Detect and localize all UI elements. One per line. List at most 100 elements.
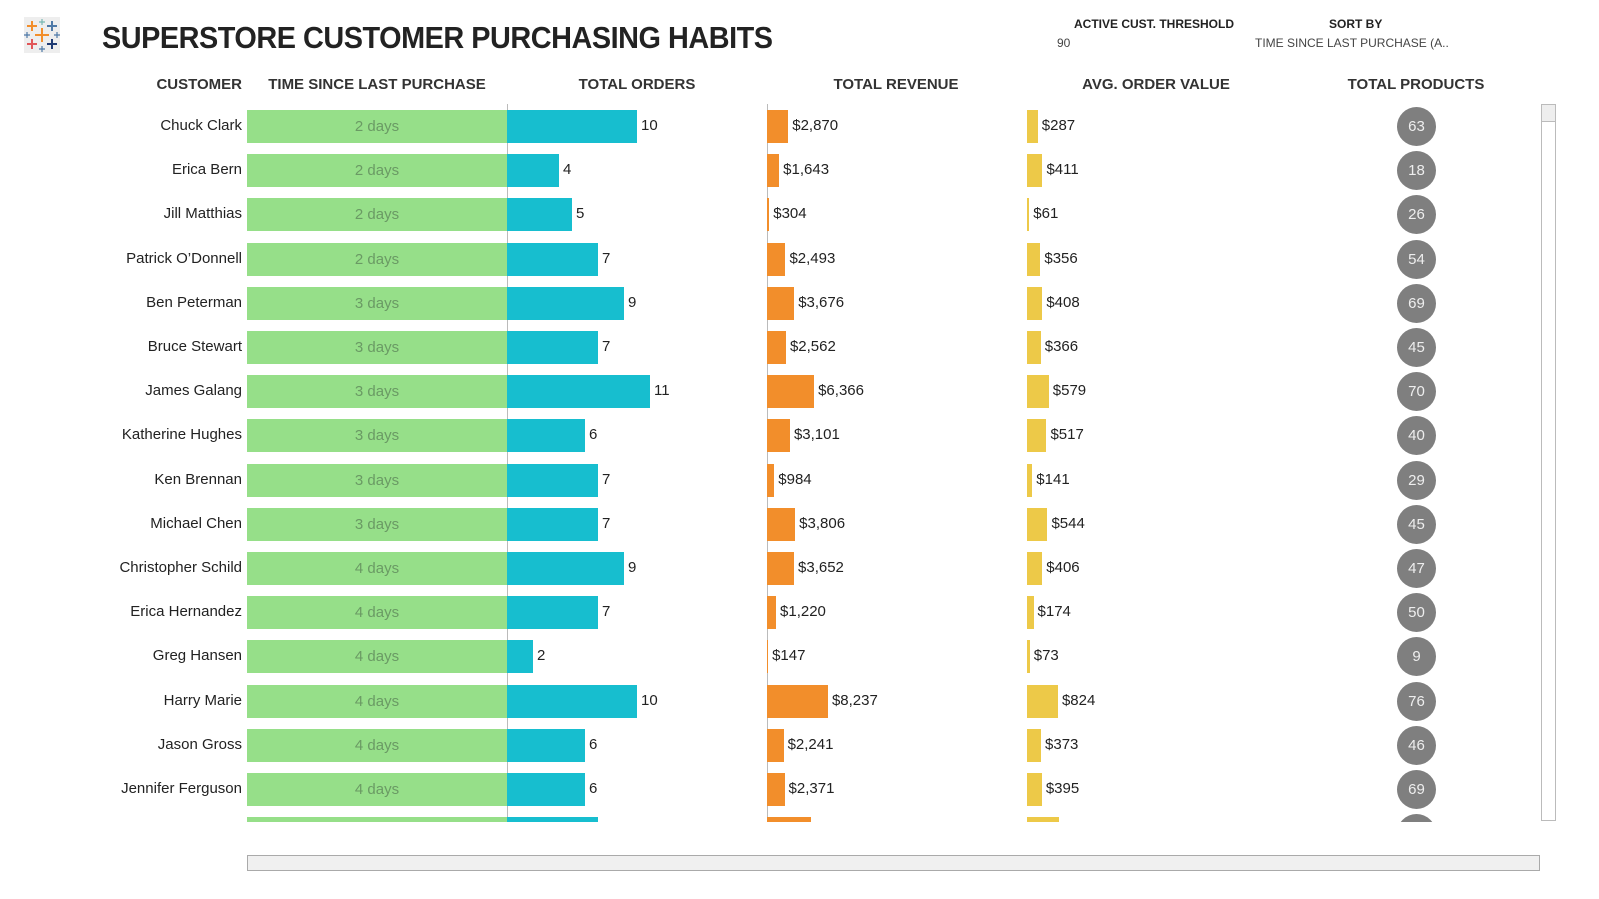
table-row[interactable]: Erica Hernandez 4 days 7 $1,220 $174 50 [0, 590, 1540, 634]
table-row[interactable]: Jennifer Ferguson 4 days 6 $2,371 $395 69 [0, 767, 1540, 811]
table-row[interactable]: Michael Chen 3 days 7 $3,806 $544 45 [0, 502, 1540, 546]
products-circle[interactable]: 45 [1397, 328, 1436, 367]
orders-bar[interactable] [507, 375, 650, 409]
time-since-bar[interactable]: 2 days [247, 110, 507, 143]
products-circle[interactable]: 54 [1397, 239, 1436, 279]
table-row[interactable]: James Galang 3 days 11 $6,366 $579 70 [0, 369, 1540, 413]
avg-order-bar[interactable] [1027, 640, 1030, 674]
products-circle[interactable] [1397, 814, 1436, 822]
orders-bar[interactable] [507, 198, 572, 232]
products-circle[interactable]: 9 [1397, 637, 1436, 677]
avg-order-bar[interactable] [1027, 596, 1034, 630]
orders-bar[interactable] [507, 154, 559, 188]
orders-bar[interactable] [507, 552, 624, 585]
table-row[interactable]: Bruce Stewart 3 days 7 $2,562 $366 45 [0, 325, 1540, 369]
revenue-bar[interactable] [767, 110, 789, 143]
avg-order-bar[interactable] [1027, 728, 1042, 762]
products-circle[interactable]: 69 [1397, 770, 1436, 809]
time-since-bar[interactable]: 3 days [247, 286, 507, 320]
orders-bar[interactable] [507, 684, 637, 718]
products-circle[interactable]: 26 [1397, 195, 1436, 235]
avg-order-bar[interactable] [1027, 684, 1058, 718]
time-since-bar[interactable]: 2 days [247, 242, 507, 276]
orders-bar[interactable] [507, 773, 585, 806]
orders-bar[interactable] [507, 463, 598, 497]
orders-bar[interactable] [507, 817, 598, 822]
avg-order-bar[interactable] [1027, 419, 1047, 453]
threshold-input[interactable]: 90 [1057, 36, 1071, 50]
orders-bar[interactable] [507, 596, 598, 630]
vertical-scroll-thumb[interactable] [1542, 105, 1555, 122]
time-since-bar[interactable] [247, 817, 507, 822]
revenue-bar[interactable] [767, 375, 815, 409]
revenue-bar[interactable] [767, 596, 777, 630]
table-row[interactable]: Katherine Hughes 3 days 6 $3,101 $517 40 [0, 413, 1540, 457]
table-row[interactable]: Christopher Schild 4 days 9 $3,652 $406 47 [0, 546, 1540, 590]
products-circle[interactable]: 46 [1397, 725, 1436, 765]
time-since-bar[interactable]: 3 days [247, 331, 507, 364]
time-since-bar[interactable]: 4 days [247, 684, 507, 718]
vertical-scrollbar[interactable] [1541, 104, 1556, 821]
avg-order-bar[interactable] [1027, 817, 1059, 822]
orders-bar[interactable] [507, 331, 598, 364]
header-time-since[interactable]: TIME SINCE LAST PURCHASE [268, 76, 486, 93]
avg-order-bar[interactable] [1027, 110, 1038, 143]
revenue-bar[interactable] [767, 154, 780, 188]
avg-order-bar[interactable] [1027, 773, 1042, 806]
table-row[interactable]: Harry Marie 4 days 10 $8,237 $824 76 [0, 679, 1540, 723]
header-total-revenue[interactable]: TOTAL REVENUE [833, 76, 959, 93]
products-circle[interactable]: 45 [1397, 504, 1436, 544]
revenue-bar[interactable] [767, 198, 770, 232]
revenue-bar[interactable] [767, 286, 795, 320]
time-since-bar[interactable]: 3 days [247, 463, 507, 497]
table-row[interactable]: Jason Gross 4 days 6 $2,241 $373 46 [0, 723, 1540, 767]
avg-order-bar[interactable] [1027, 286, 1043, 320]
table-row[interactable]: Chuck Clark 2 days 10 $2,870 $287 63 [0, 104, 1540, 148]
avg-order-bar[interactable] [1027, 154, 1043, 188]
avg-order-bar[interactable] [1027, 552, 1043, 585]
products-circle[interactable]: 40 [1397, 416, 1436, 456]
revenue-bar[interactable] [767, 507, 796, 541]
sort-by-dropdown[interactable]: TIME SINCE LAST PURCHASE (A.. [1255, 36, 1449, 50]
orders-bar[interactable] [507, 286, 624, 320]
table-row[interactable]: Ken Brennan 3 days 7 $984 $141 29 [0, 458, 1540, 502]
avg-order-bar[interactable] [1027, 242, 1041, 276]
revenue-bar[interactable] [767, 463, 775, 497]
orders-bar[interactable] [507, 507, 598, 541]
products-circle[interactable]: 69 [1397, 283, 1436, 323]
revenue-bar[interactable] [767, 817, 811, 822]
products-circle[interactable]: 63 [1397, 107, 1436, 146]
revenue-bar[interactable] [767, 728, 784, 762]
table-row[interactable]: Kristen Hastings [0, 811, 1540, 822]
table-row[interactable]: Patrick O’Donnell 2 days 7 $2,493 $356 54 [0, 237, 1540, 281]
header-customer[interactable]: CUSTOMER [156, 76, 242, 93]
products-circle[interactable]: 50 [1397, 593, 1436, 633]
revenue-bar[interactable] [767, 640, 769, 674]
revenue-bar[interactable] [767, 684, 828, 718]
revenue-bar[interactable] [767, 242, 786, 276]
table-row[interactable]: Greg Hansen 4 days 2 $147 $73 9 [0, 634, 1540, 678]
header-total-products[interactable]: TOTAL PRODUCTS [1347, 76, 1485, 93]
products-circle[interactable]: 18 [1397, 151, 1436, 191]
avg-order-bar[interactable] [1027, 198, 1030, 232]
table-row[interactable]: Erica Bern 2 days 4 $1,643 $411 18 [0, 148, 1540, 192]
avg-order-bar[interactable] [1027, 331, 1041, 364]
header-total-orders[interactable]: TOTAL ORDERS [578, 76, 696, 93]
revenue-bar[interactable] [767, 773, 785, 806]
avg-order-bar[interactable] [1027, 463, 1033, 497]
time-since-bar[interactable]: 3 days [247, 419, 507, 453]
time-since-bar[interactable]: 3 days [247, 507, 507, 541]
horizontal-scrollbar[interactable] [247, 855, 1540, 871]
time-since-bar[interactable]: 3 days [247, 375, 507, 409]
table-row[interactable]: Ben Peterman 3 days 9 $3,676 $408 69 [0, 281, 1540, 325]
time-since-bar[interactable]: 2 days [247, 198, 507, 232]
products-circle[interactable]: 76 [1397, 681, 1436, 721]
orders-bar[interactable] [507, 728, 585, 762]
header-avg-order-value[interactable]: AVG. ORDER VALUE [1082, 76, 1230, 93]
avg-order-bar[interactable] [1027, 375, 1049, 409]
time-since-bar[interactable]: 4 days [247, 552, 507, 585]
time-since-bar[interactable]: 4 days [247, 596, 507, 630]
time-since-bar[interactable]: 4 days [247, 773, 507, 806]
orders-bar[interactable] [507, 419, 585, 453]
orders-bar[interactable] [507, 242, 598, 276]
